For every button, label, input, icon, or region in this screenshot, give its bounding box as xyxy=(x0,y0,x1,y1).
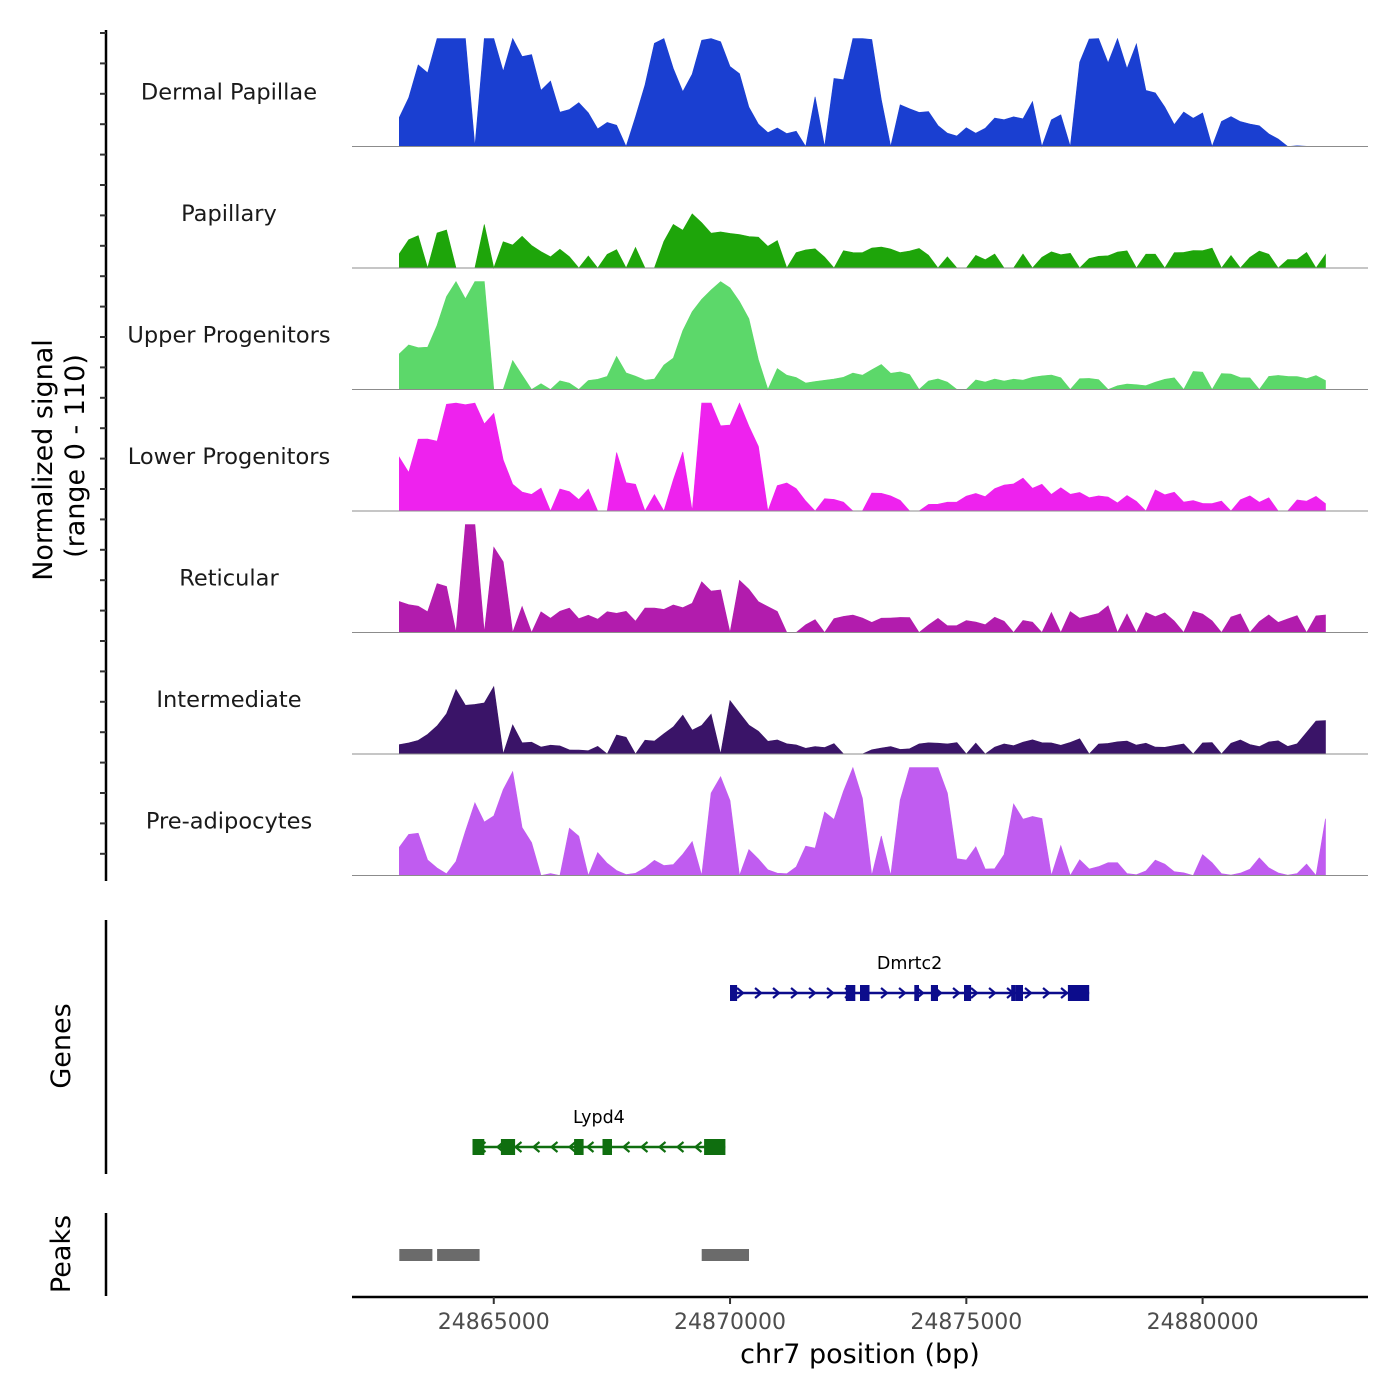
gene-exon xyxy=(602,1139,612,1155)
peak-region xyxy=(437,1249,480,1261)
track-label: Dermal Papillae xyxy=(141,80,317,106)
strand-arrow xyxy=(657,1141,667,1153)
x-tick-label: 24870000 xyxy=(674,1310,786,1335)
track-signal-area xyxy=(399,524,1326,634)
track-label: Upper Progenitors xyxy=(127,323,330,349)
strand-arrow xyxy=(549,1141,559,1153)
gene-name-label: Lypd4 xyxy=(573,1108,625,1128)
strand-arrow xyxy=(1042,987,1051,999)
gene-exon xyxy=(472,1139,485,1155)
genes-panel: Dmrtc2 Lypd4 xyxy=(104,920,1090,1174)
peak-region xyxy=(701,1249,749,1261)
x-tick-label: 24880000 xyxy=(1147,1310,1259,1335)
strand-arrow xyxy=(916,987,925,999)
track-label: Lower Progenitors xyxy=(128,444,330,470)
gene-exon xyxy=(1011,985,1016,1001)
gene-exon xyxy=(704,1139,726,1155)
strand-arrow xyxy=(531,1141,541,1153)
peaks-y-axis-title: Peaks xyxy=(46,1215,77,1293)
signal-y-axis-title-line1: Normalized signal xyxy=(28,339,59,581)
gene-exon xyxy=(930,985,938,1001)
peaks-panel xyxy=(104,1213,749,1296)
gene-exon xyxy=(730,985,738,1001)
track-label: Papillary xyxy=(181,201,277,227)
strand-arrow xyxy=(970,987,979,999)
strand-arrow xyxy=(826,987,835,999)
strand-arrow xyxy=(790,987,799,999)
strand-arrow xyxy=(808,987,817,999)
x-tick-label: 24875000 xyxy=(910,1310,1022,1335)
gene-exon xyxy=(914,985,919,1001)
gene-exon xyxy=(860,985,870,1001)
strand-arrow xyxy=(736,987,745,999)
strand-arrow xyxy=(898,987,907,999)
gene-exon xyxy=(845,985,856,1001)
gene-exon xyxy=(1015,985,1023,1001)
genes-y-axis-title: Genes xyxy=(46,1003,77,1088)
strand-arrow xyxy=(585,1141,595,1153)
track-label: Intermediate xyxy=(156,687,301,713)
strand-arrow xyxy=(621,1141,631,1153)
track-signal-area xyxy=(399,766,1326,877)
track-signal-area xyxy=(399,402,1326,512)
x-axis-title: chr7 position (bp) xyxy=(740,1339,980,1370)
peak-region xyxy=(399,1249,433,1261)
x-tick-label: 24865000 xyxy=(438,1310,550,1335)
x-axis: 24865000 24870000 24875000 24880000 xyxy=(352,1295,1368,1335)
gene-exon xyxy=(1067,985,1090,1001)
strand-arrow xyxy=(1024,987,1033,999)
strand-arrow xyxy=(754,987,763,999)
track-signal-area xyxy=(399,281,1326,391)
strand-arrow xyxy=(675,1141,685,1153)
strand-arrow xyxy=(693,1141,703,1153)
strand-arrow xyxy=(639,1141,649,1153)
strand-arrow xyxy=(952,987,961,999)
signal-panel: Dermal Papillae Papillary Upper Progenitor… xyxy=(100,30,1368,881)
track-label: Reticular xyxy=(179,566,279,592)
gene-exon xyxy=(500,1139,516,1155)
track-signal-area xyxy=(399,685,1326,755)
strand-arrow xyxy=(772,987,781,999)
strand-arrow xyxy=(513,1141,523,1153)
track-signal-area xyxy=(399,37,1326,148)
signal-y-axis-title-line2: (range 0 - 110) xyxy=(60,354,91,558)
track-label: Pre-adipocytes xyxy=(146,809,312,835)
gene-name-label: Dmrtc2 xyxy=(877,954,942,974)
strand-arrow xyxy=(880,987,889,999)
track-signal-area xyxy=(399,213,1326,270)
strand-arrow xyxy=(1060,987,1069,999)
strand-arrow xyxy=(567,1141,577,1153)
gene-exon xyxy=(964,985,972,1001)
strand-arrow xyxy=(988,987,997,999)
gene-exon xyxy=(574,1139,584,1155)
